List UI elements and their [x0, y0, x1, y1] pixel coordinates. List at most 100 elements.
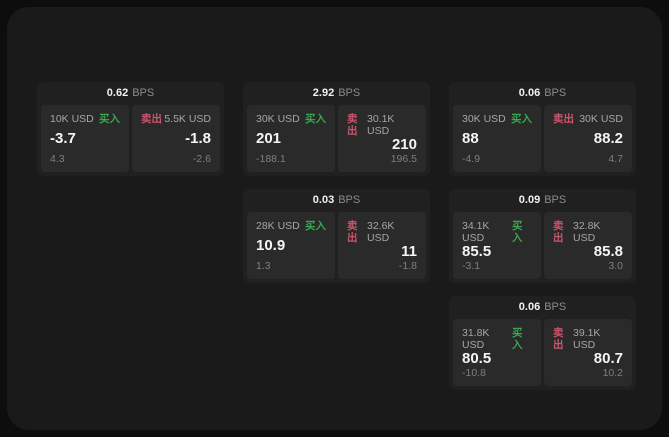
- sell-panel[interactable]: 卖出 39.1K USD 80.7 10.2: [544, 319, 632, 386]
- sell-side-label: 卖出: [347, 220, 358, 244]
- buy-side-label: 买入: [305, 220, 326, 232]
- sell-panel[interactable]: 卖出 32.6K USD 11 -1.8: [338, 212, 426, 279]
- bps-quote-card: 0.09 BPS 34.1K USD 买入 85.5 -3.1 卖出 32.8K…: [449, 189, 636, 283]
- bps-value: 0.03: [312, 194, 335, 206]
- buy-delta: -10.8: [462, 367, 486, 379]
- buy-top-row: 30K USD 买入: [462, 113, 532, 125]
- sell-quote-value: 88.2: [593, 130, 623, 147]
- sell-top-row: 卖出 32.8K USD: [553, 220, 623, 244]
- bps-header: 0.03 BPS: [243, 189, 430, 212]
- buy-panel[interactable]: 28K USD 买入 10.9 1.3: [247, 212, 335, 279]
- sell-side-label: 卖出: [141, 113, 162, 125]
- quote-body: 34.1K USD 买入 85.5 -3.1 卖出 32.8K USD 85.8…: [449, 212, 636, 283]
- buy-quote-value: -3.7: [50, 130, 76, 147]
- bps-value: 2.92: [312, 87, 335, 99]
- buy-delta: -4.9: [462, 153, 481, 165]
- bps-value: 0.06: [518, 87, 541, 99]
- buy-amount: 34.1K USD: [462, 220, 490, 244]
- sell-panel[interactable]: 卖出 30K USD 88.2 4.7: [544, 105, 632, 172]
- buy-side-label: 买入: [99, 113, 120, 125]
- bps-header: 0.06 BPS: [449, 296, 636, 319]
- sell-quote-value: -1.8: [185, 130, 211, 147]
- buy-delta: 4.3: [50, 153, 65, 165]
- bps-unit-label: BPS: [338, 87, 361, 99]
- buy-delta: 1.3: [256, 260, 271, 272]
- sell-panel[interactable]: 卖出 5.5K USD -1.8 -2.6: [132, 105, 220, 172]
- quote-body: 31.8K USD 买入 80.5 -10.8 卖出 39.1K USD 80.…: [449, 319, 636, 390]
- quote-body: 28K USD 买入 10.9 1.3 卖出 32.6K USD 11 -1.8: [243, 212, 430, 283]
- bps-header: 0.06 BPS: [449, 82, 636, 105]
- buy-quote-value: 85.5: [462, 243, 492, 260]
- buy-top-row: 34.1K USD 买入: [462, 220, 532, 244]
- sell-quote-value: 85.8: [593, 243, 623, 260]
- buy-amount: 10K USD: [50, 113, 94, 125]
- buy-top-row: 31.8K USD 买入: [462, 327, 532, 351]
- bps-value: 0.09: [518, 194, 541, 206]
- buy-panel[interactable]: 34.1K USD 买入 85.5 -3.1: [453, 212, 541, 279]
- sell-delta: 196.5: [390, 153, 417, 165]
- buy-delta: -3.1: [462, 260, 481, 272]
- sell-amount: 30.1K USD: [366, 113, 395, 137]
- bps-quote-card: 0.62 BPS 10K USD 买入 -3.7 4.3 卖出 5.5K USD…: [37, 82, 224, 176]
- sell-top-row: 卖出 30K USD: [553, 113, 623, 125]
- sell-top-row: 卖出 32.6K USD: [347, 220, 417, 244]
- buy-amount: 31.8K USD: [462, 327, 490, 351]
- buy-top-row: 30K USD 买入: [256, 113, 326, 125]
- sell-delta: 3.0: [608, 260, 623, 272]
- sell-quote-value: 80.7: [593, 350, 623, 367]
- sell-amount: 30K USD: [579, 113, 623, 125]
- bps-unit-label: BPS: [544, 194, 567, 206]
- bps-value: 0.06: [518, 301, 541, 313]
- buy-panel[interactable]: 10K USD 买入 -3.7 4.3: [41, 105, 129, 172]
- buy-amount: 30K USD: [256, 113, 300, 125]
- quote-body: 30K USD 买入 88 -4.9 卖出 30K USD 88.2 4.7: [449, 105, 636, 176]
- sell-panel[interactable]: 卖出 30.1K USD 210 196.5: [338, 105, 426, 172]
- quote-cards-grid: 0.62 BPS 10K USD 买入 -3.7 4.3 卖出 5.5K USD…: [37, 82, 636, 390]
- bps-unit-label: BPS: [338, 194, 361, 206]
- buy-top-row: 10K USD 买入: [50, 113, 120, 125]
- buy-top-row: 28K USD 买入: [256, 220, 326, 232]
- sell-amount: 5.5K USD: [164, 113, 211, 125]
- buy-side-label: 买入: [511, 113, 532, 125]
- buy-side-label: 买入: [512, 327, 523, 351]
- bps-unit-label: BPS: [132, 87, 155, 99]
- bps-quote-card: 2.92 BPS 30K USD 买入 201 -188.1 卖出 30.1K …: [243, 82, 430, 176]
- sell-delta: 4.7: [608, 153, 623, 165]
- buy-quote-value: 10.9: [256, 237, 286, 254]
- app-panel: 0.62 BPS 10K USD 买入 -3.7 4.3 卖出 5.5K USD…: [7, 7, 662, 430]
- bps-header: 2.92 BPS: [243, 82, 430, 105]
- quote-body: 30K USD 买入 201 -188.1 卖出 30.1K USD 210 1…: [243, 105, 430, 176]
- buy-amount: 28K USD: [256, 220, 300, 232]
- buy-delta: -188.1: [256, 153, 286, 165]
- bps-unit-label: BPS: [544, 87, 567, 99]
- sell-delta: 10.2: [602, 367, 623, 379]
- sell-side-label: 卖出: [553, 220, 564, 244]
- sell-top-row: 卖出 5.5K USD: [141, 113, 211, 125]
- buy-amount: 30K USD: [462, 113, 506, 125]
- sell-side-label: 卖出: [553, 327, 564, 351]
- buy-quote-value: 80.5: [462, 350, 492, 367]
- sell-delta: -2.6: [192, 153, 211, 165]
- buy-panel[interactable]: 30K USD 买入 88 -4.9: [453, 105, 541, 172]
- bps-header: 0.09 BPS: [449, 189, 636, 212]
- sell-panel[interactable]: 卖出 32.8K USD 85.8 3.0: [544, 212, 632, 279]
- quote-body: 10K USD 买入 -3.7 4.3 卖出 5.5K USD -1.8 -2.…: [37, 105, 224, 176]
- buy-quote-value: 88: [462, 130, 479, 147]
- bps-unit-label: BPS: [544, 301, 567, 313]
- buy-side-label: 买入: [512, 220, 523, 244]
- bps-value: 0.62: [106, 87, 129, 99]
- sell-top-row: 卖出 30.1K USD: [347, 113, 417, 137]
- sell-quote-value: 210: [391, 136, 417, 153]
- sell-side-label: 卖出: [553, 113, 574, 125]
- sell-amount: 32.8K USD: [572, 220, 601, 244]
- bps-quote-card: 0.03 BPS 28K USD 买入 10.9 1.3 卖出 32.6K US…: [243, 189, 430, 283]
- buy-panel[interactable]: 30K USD 买入 201 -188.1: [247, 105, 335, 172]
- bps-quote-card: 0.06 BPS 30K USD 买入 88 -4.9 卖出 30K USD 8…: [449, 82, 636, 176]
- sell-amount: 39.1K USD: [572, 327, 601, 351]
- sell-amount: 32.6K USD: [366, 220, 395, 244]
- buy-quote-value: 201: [256, 130, 282, 147]
- sell-quote-value: 11: [401, 243, 417, 260]
- bps-header: 0.62 BPS: [37, 82, 224, 105]
- buy-panel[interactable]: 31.8K USD 买入 80.5 -10.8: [453, 319, 541, 386]
- buy-side-label: 买入: [305, 113, 326, 125]
